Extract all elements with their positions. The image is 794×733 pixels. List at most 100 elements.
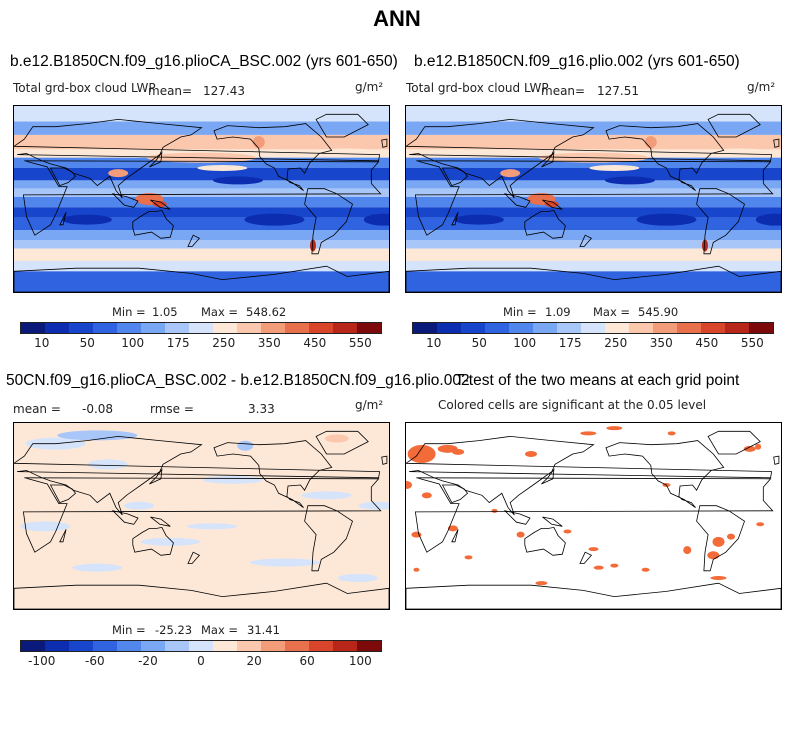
lwp-band	[14, 188, 389, 197]
colorbar-swatch	[117, 323, 141, 333]
significant-cell	[525, 451, 537, 457]
coastline-africa	[414, 477, 774, 553]
lwp-band	[14, 248, 389, 261]
coastline-uk	[773, 138, 780, 148]
panel1-mean-label: mean=	[148, 84, 193, 98]
coastline-greenland	[707, 430, 761, 455]
significant-cell	[593, 565, 604, 570]
coastline-eurasia	[14, 118, 381, 199]
coastline-nz	[579, 551, 593, 564]
coastline-antarctica	[406, 265, 781, 292]
colorbar-swatch	[141, 323, 165, 333]
colorbar-tick-label: 450	[303, 336, 327, 350]
coastline-northamerica	[213, 123, 333, 192]
coastline-madagascar	[451, 212, 459, 226]
colorbar-tick-label: -60	[85, 654, 105, 668]
colorbar-tick-label: 50	[79, 336, 95, 350]
coastline-greenland	[315, 430, 369, 455]
lwp-band	[406, 230, 781, 241]
diff-negative-region	[237, 440, 254, 451]
lwp-band	[14, 134, 389, 150]
colorbar-swatch	[333, 641, 357, 651]
lwp-feature	[363, 213, 389, 226]
colorbar-tick-label: 100	[513, 336, 537, 350]
panel3-units: g/m²	[355, 398, 384, 412]
significant-cell	[452, 448, 465, 455]
panel1-variable: Total grd-box cloud LWP	[13, 81, 156, 95]
coastline-africa	[414, 160, 774, 236]
lwp-feature	[317, 148, 378, 157]
lwp-band	[14, 157, 389, 168]
colorbar-swatch	[213, 641, 237, 651]
coastline-japan	[149, 468, 163, 485]
panel3-map	[13, 422, 390, 610]
lwp-band	[406, 121, 781, 135]
lwp-feature	[252, 136, 265, 149]
colorbar-swatch	[653, 323, 677, 333]
significant-cell	[421, 492, 432, 499]
coastline-newguinea	[150, 516, 171, 527]
coastline-southamerica	[304, 188, 353, 255]
coastline-greenland	[315, 113, 369, 138]
coastline-arabia	[441, 167, 469, 187]
colorbar-swatch	[45, 641, 69, 651]
panel3-rmse-value: 3.33	[248, 402, 275, 416]
lwp-band	[406, 157, 781, 168]
diff-negative-region	[124, 501, 154, 510]
diff-positive-region	[324, 434, 349, 443]
coastline-africa	[22, 160, 382, 236]
coastline-australia	[524, 526, 566, 556]
colorbar-tick-label: 175	[166, 336, 190, 350]
colorbar-swatch	[437, 323, 461, 333]
colorbar-swatch	[213, 323, 237, 333]
panel2-min-value: 1.09	[545, 305, 571, 319]
lwp-feature	[701, 239, 708, 252]
colorbar-tick-label: 50	[471, 336, 487, 350]
panel3-mean-label: mean =	[13, 402, 61, 416]
significant-cell	[756, 522, 765, 527]
colorbar-swatch	[749, 323, 773, 333]
significant-cell	[683, 546, 692, 555]
colorbar-tick-label: 350	[257, 336, 281, 350]
colorbar-swatch	[357, 641, 381, 651]
coastline-nz	[187, 551, 201, 564]
colorbar-swatch	[333, 323, 357, 333]
significant-cell	[464, 555, 473, 560]
diff-background	[14, 423, 389, 609]
colorbar-swatch	[261, 641, 285, 651]
lwp-feature	[589, 165, 640, 171]
colorbar-tick-label: 175	[558, 336, 582, 350]
coastline-nz	[579, 234, 593, 247]
lwp-feature	[152, 201, 167, 208]
panel3-min-label: Min =	[112, 623, 146, 637]
coastline-japan	[541, 468, 555, 485]
lwp-band	[406, 196, 781, 208]
coastline-northamerica	[213, 440, 333, 509]
lwp-band	[406, 188, 781, 197]
lwp-feature	[709, 148, 770, 157]
significant-cell	[516, 531, 525, 538]
diff-negative-region	[72, 563, 123, 572]
colorbar-swatch	[237, 323, 261, 333]
colorbar-swatch	[605, 323, 629, 333]
colorbar-swatch	[165, 323, 189, 333]
lwp-band	[406, 134, 781, 150]
panel1-max-value: 548.62	[246, 305, 287, 319]
significant-cell	[755, 443, 762, 450]
coastline-antarctica	[14, 582, 389, 609]
coastline-indonesia	[503, 510, 531, 525]
panel1-title: b.e12.B1850CN.f09_g16.plioCA_BSC.002 (yr…	[10, 53, 398, 70]
coastline-eurasia	[406, 118, 773, 199]
lwp-feature	[212, 176, 263, 185]
colorbar-tick-label: 550	[740, 336, 764, 350]
coastline-uk	[381, 455, 388, 465]
coastline-newguinea	[542, 516, 563, 527]
coastline-nz	[187, 234, 201, 247]
diff-negative-region	[301, 491, 352, 500]
colorbar-swatch	[237, 641, 261, 651]
panel2-units: g/m²	[747, 80, 776, 94]
lwp-band	[14, 180, 389, 189]
colorbar-tick-label: 60	[299, 654, 315, 668]
colorbar-swatch	[357, 323, 381, 333]
coastline-southamerica	[304, 505, 353, 572]
